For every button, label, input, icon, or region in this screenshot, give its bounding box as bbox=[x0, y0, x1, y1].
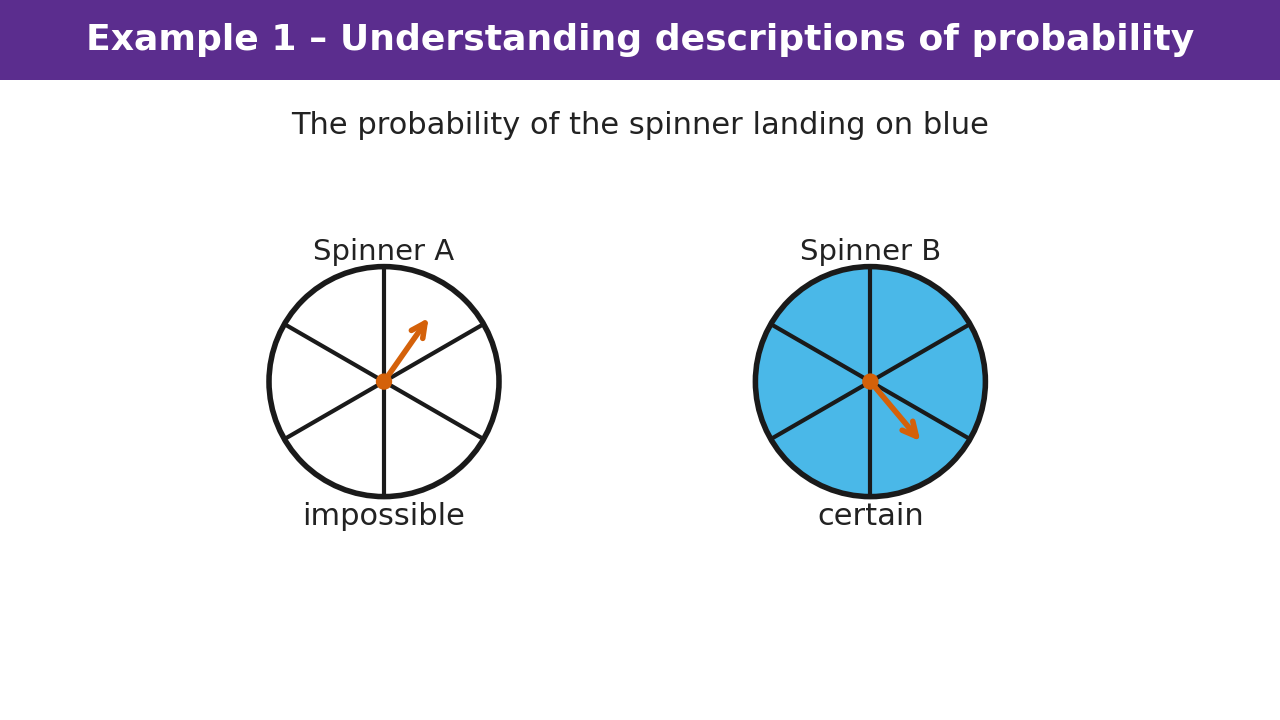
Circle shape bbox=[863, 374, 878, 389]
Text: Example 1 – Understanding descriptions of probability: Example 1 – Understanding descriptions o… bbox=[86, 23, 1194, 57]
Text: impossible: impossible bbox=[302, 502, 466, 531]
Bar bbox=[0, 0, 1280, 80]
Circle shape bbox=[269, 266, 499, 497]
Text: certain: certain bbox=[817, 502, 924, 531]
Text: Spinner A: Spinner A bbox=[314, 238, 454, 266]
Text: The probability of the spinner landing on blue: The probability of the spinner landing o… bbox=[291, 112, 989, 140]
Circle shape bbox=[376, 374, 392, 389]
Circle shape bbox=[755, 266, 986, 497]
Text: Spinner B: Spinner B bbox=[800, 238, 941, 266]
